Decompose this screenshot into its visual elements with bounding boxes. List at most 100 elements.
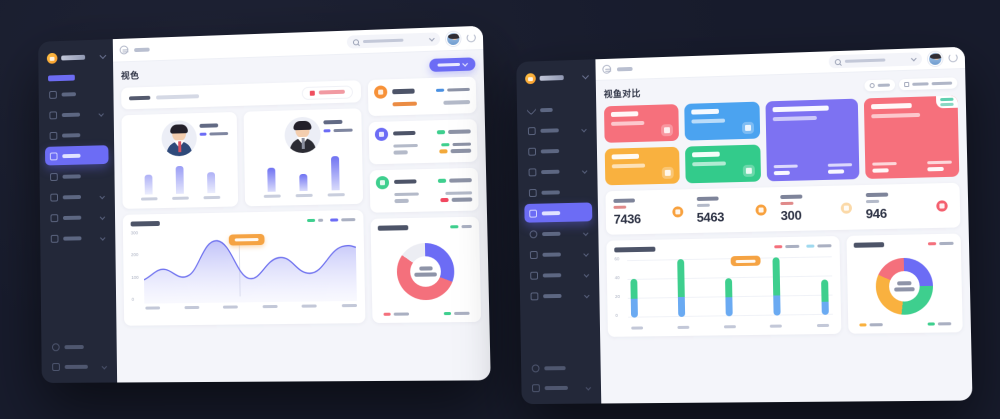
legend-dot-icon: [307, 218, 316, 223]
tooltip-label: [735, 259, 756, 263]
stacked-bar-plot: 60 40 20 0: [614, 252, 833, 330]
refresh-icon[interactable]: [948, 53, 958, 63]
chevron-down-icon: [584, 292, 590, 298]
right-column: [367, 76, 482, 324]
kpi-column: [684, 101, 762, 184]
export-button[interactable]: [898, 77, 958, 91]
profile-bars: [251, 156, 356, 193]
bar-segment-bottom: [677, 296, 686, 317]
profile-card[interactable]: [121, 111, 239, 209]
chart-legend: [774, 244, 832, 249]
user-avatar[interactable]: [927, 51, 943, 66]
kpi-card[interactable]: [684, 101, 761, 141]
stacked-bar[interactable]: [630, 278, 638, 318]
kpi-card-large[interactable]: [863, 95, 960, 179]
sidebar-item-help[interactable]: [527, 358, 595, 378]
filter-all-button[interactable]: [429, 57, 476, 72]
list-card[interactable]: [368, 118, 478, 164]
chip-dot-icon: [309, 90, 315, 96]
sidebar-item-label: [543, 293, 562, 298]
list-subrow: [376, 190, 473, 197]
sidebar-item-logout[interactable]: [527, 378, 595, 397]
main-content-right: 视鱼对比: [595, 46, 973, 404]
hamburger-icon[interactable]: [602, 64, 612, 74]
kpi-subtitle: [772, 115, 817, 121]
sidebar-item-resources[interactable]: [525, 223, 593, 243]
sidebar-item-overview[interactable]: [44, 83, 107, 104]
sidebar-item-help[interactable]: [47, 337, 111, 356]
sidebar-item-settings[interactable]: [47, 357, 111, 376]
cell-value: [773, 170, 790, 176]
sidebar-item-inventory[interactable]: [524, 161, 592, 181]
sidebar-item-messages[interactable]: [46, 228, 110, 248]
chart-title: [614, 246, 656, 253]
sidebar-item-statistics[interactable]: [44, 145, 109, 166]
stacked-bar[interactable]: [677, 259, 686, 317]
x-tick-label: [223, 305, 239, 309]
kpi-card[interactable]: [603, 104, 679, 143]
list-item-name: [394, 179, 417, 185]
sidebar-brand[interactable]: [516, 67, 596, 94]
profile-card-header: [251, 115, 356, 158]
list-card[interactable]: [367, 76, 477, 116]
kpi-grid: [872, 160, 952, 173]
stat-item: 946: [865, 191, 952, 221]
sidebar-item-regulation[interactable]: [525, 244, 593, 264]
chart-legend: [307, 218, 356, 223]
sidebar-item-products[interactable]: [45, 166, 109, 186]
chevron-down-icon: [99, 234, 106, 241]
stat-value: 7436: [613, 211, 641, 227]
list-item-metric: [435, 87, 470, 93]
sub-value-left: [394, 191, 419, 197]
donut-chart-card[interactable]: [370, 216, 482, 324]
cell-label: [827, 162, 853, 167]
filter-placeholder[interactable]: [156, 94, 200, 100]
right-donut-card[interactable]: [846, 233, 963, 334]
avatar-tie: [301, 137, 305, 150]
sidebar-item-monitor[interactable]: [524, 202, 593, 223]
kpi-title: [871, 103, 912, 110]
legend-dot-icon: [774, 245, 783, 249]
sidebar-item-alarms[interactable]: [525, 265, 593, 285]
list-card[interactable]: [369, 167, 479, 213]
kpi-card[interactable]: [604, 146, 680, 186]
badge-line-1: [940, 97, 954, 102]
filter-chip[interactable]: [301, 84, 354, 100]
sidebar-item-label: [541, 189, 560, 195]
sidebar-item-system[interactable]: [526, 286, 594, 306]
hamburger-icon[interactable]: [119, 45, 129, 55]
sidebar-item-home[interactable]: [523, 99, 591, 120]
search-input[interactable]: [346, 32, 441, 49]
filter-label: [128, 95, 151, 101]
filter-button[interactable]: [864, 79, 896, 92]
user-avatar[interactable]: [445, 31, 461, 46]
stat-labels: 5463: [696, 196, 724, 225]
kpi-card-large[interactable]: [765, 98, 860, 182]
sidebar-item-label: [62, 215, 82, 220]
sidebar-item-purchase[interactable]: [523, 120, 591, 141]
stacked-bar[interactable]: [772, 257, 781, 316]
area-chart-card[interactable]: 300 200 100 0: [122, 209, 366, 326]
chart-tooltip: [228, 233, 265, 246]
stat-item: 5463: [696, 195, 781, 225]
stat-labels: 946: [865, 192, 888, 221]
stacked-bar[interactable]: [821, 279, 829, 315]
cell-label: [773, 164, 798, 169]
kpi-subtitle: [691, 118, 726, 124]
profile-card[interactable]: [243, 108, 364, 207]
legend-label: [939, 241, 954, 246]
stacked-bar[interactable]: [725, 278, 733, 317]
sidebar-section-header: [48, 74, 75, 82]
help-icon: [531, 363, 540, 372]
sidebar-item-transactions[interactable]: [45, 104, 108, 124]
refresh-icon[interactable]: [466, 33, 476, 43]
sidebar-item-pricing[interactable]: [45, 187, 109, 207]
sidebar-item-buyers[interactable]: [524, 182, 592, 202]
stacked-bar-card[interactable]: 60 40 20 0: [606, 235, 842, 337]
search-input[interactable]: [828, 52, 923, 69]
sidebar-item-data[interactable]: [46, 207, 110, 227]
kpi-card[interactable]: [685, 144, 762, 184]
sidebar-item-orders[interactable]: [45, 125, 109, 145]
sidebar-item-supply[interactable]: [523, 140, 591, 161]
sidebar-brand[interactable]: [38, 47, 113, 74]
